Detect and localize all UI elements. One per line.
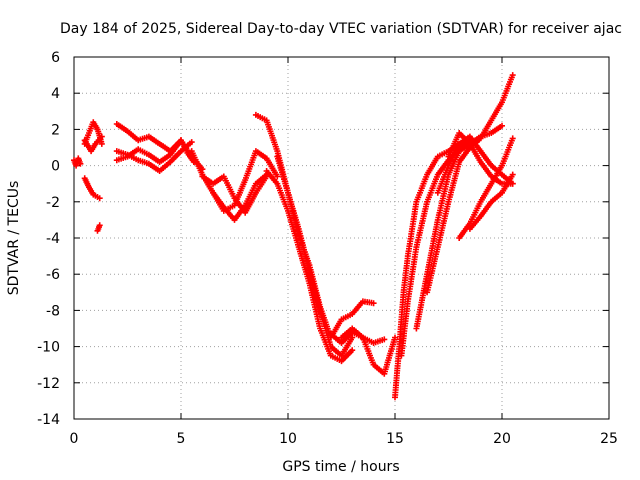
y-tick-label: -10	[37, 340, 60, 356]
series-markers	[94, 222, 103, 234]
series-markers	[424, 72, 516, 296]
series-5	[94, 222, 103, 234]
y-tick-label: 4	[51, 86, 60, 102]
series-markers	[466, 171, 516, 232]
y-axis: -14 -12 -10 -8 -6 -4 -2 0 2 4 6	[37, 50, 609, 428]
series-14	[274, 153, 377, 341]
chart-title: Day 184 of 2025, Sidereal Day-to-day VTE…	[60, 21, 622, 37]
data-points	[71, 72, 516, 401]
series-markers	[456, 135, 516, 241]
series-23	[456, 135, 516, 241]
y-axis-label: SDTVAR / TECUs	[6, 181, 22, 296]
x-axis: 0 5 10 15 20 25	[70, 57, 618, 447]
series-16	[327, 329, 388, 346]
series-markers	[413, 122, 505, 332]
series-13	[263, 168, 356, 365]
x-axis-label: GPS time / hours	[282, 459, 399, 475]
series-markers	[210, 171, 270, 223]
series-17	[392, 140, 463, 401]
x-tick-label: 5	[177, 431, 186, 447]
y-tick-label: -2	[46, 195, 60, 211]
x-tick-label: 15	[386, 431, 404, 447]
series-15	[338, 325, 398, 377]
series-3	[81, 133, 105, 155]
y-tick-label: -8	[46, 303, 60, 319]
series-20	[424, 72, 516, 296]
series-markers	[263, 168, 356, 365]
y-tick-label: -14	[37, 412, 60, 428]
series-markers	[71, 155, 84, 169]
x-tick-label: 25	[600, 431, 618, 447]
x-tick-label: 0	[70, 431, 79, 447]
series-markers	[274, 153, 377, 341]
series-1	[71, 155, 84, 169]
y-tick-label: 6	[51, 50, 60, 66]
grid	[74, 57, 609, 419]
x-tick-label: 10	[279, 431, 297, 447]
series-markers	[81, 133, 105, 155]
y-tick-label: 2	[51, 122, 60, 138]
series-4	[81, 175, 103, 202]
series-markers	[81, 175, 103, 202]
x-tick-label: 20	[493, 431, 511, 447]
series-markers	[338, 325, 398, 377]
series-19	[413, 122, 505, 332]
series-markers	[327, 329, 388, 346]
y-tick-label: -6	[46, 267, 60, 283]
y-tick-label: -4	[46, 231, 60, 247]
series-11	[210, 171, 270, 223]
y-tick-label: 0	[51, 159, 60, 175]
series-24	[466, 171, 516, 232]
y-tick-label: -12	[37, 376, 60, 392]
series-markers	[392, 140, 463, 401]
